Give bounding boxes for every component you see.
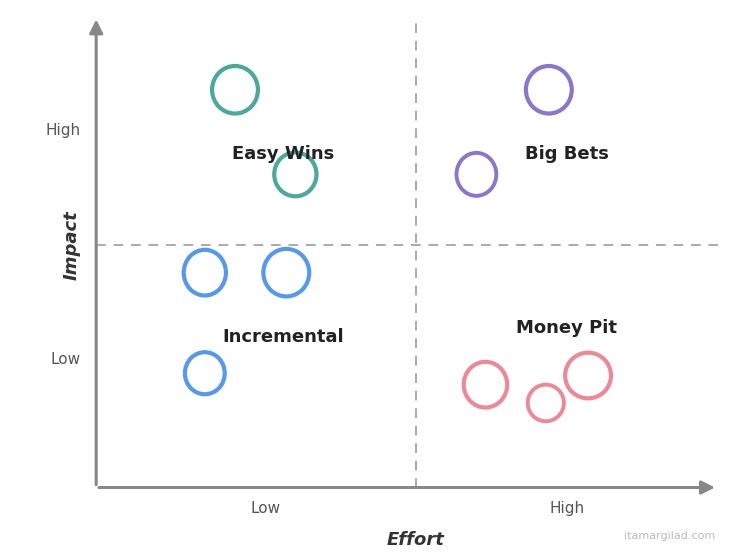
Text: Money Pit: Money Pit xyxy=(517,319,617,336)
Text: Big Bets: Big Bets xyxy=(525,145,609,163)
Text: High: High xyxy=(46,124,81,138)
Text: Incremental: Incremental xyxy=(223,327,344,346)
Text: Impact: Impact xyxy=(63,211,81,280)
Text: Easy Wins: Easy Wins xyxy=(232,145,334,163)
Text: Low: Low xyxy=(250,501,280,516)
Text: itamargilad.com: itamargilad.com xyxy=(624,531,715,541)
Text: High: High xyxy=(549,501,585,516)
Text: Effort: Effort xyxy=(387,531,445,549)
Text: Low: Low xyxy=(51,352,81,367)
